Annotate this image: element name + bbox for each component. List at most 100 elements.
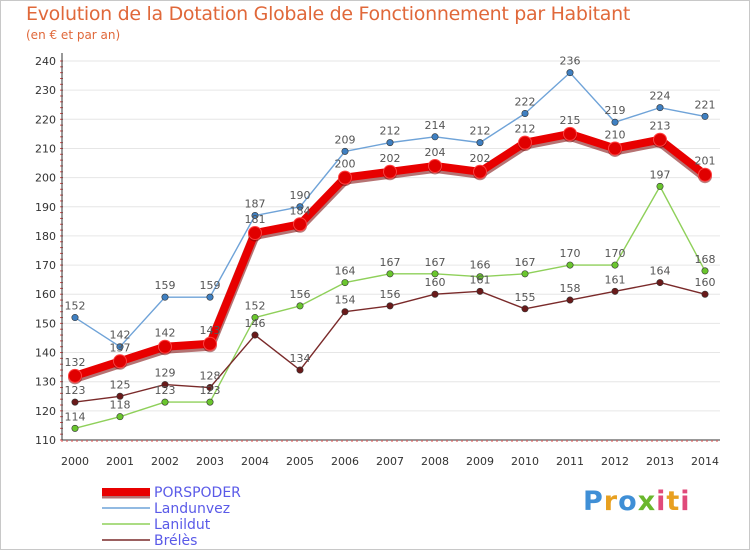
data-label-lanildut-2001: 118 bbox=[110, 399, 131, 412]
point-lanildut-2005 bbox=[296, 302, 304, 310]
point-landunvez-2014 bbox=[701, 112, 709, 120]
point-br-l-s-2014 bbox=[701, 290, 709, 298]
data-label-landunvez-2005: 190 bbox=[290, 189, 311, 202]
data-label-br-l-s-2007: 156 bbox=[380, 288, 401, 301]
x-tick-label-2008: 2008 bbox=[421, 455, 449, 468]
y-tick-label-210: 210 bbox=[35, 142, 56, 155]
point-lanildut-2012 bbox=[611, 261, 619, 269]
x-tick-label-2000: 2000 bbox=[61, 455, 89, 468]
point-landunvez-2005 bbox=[296, 203, 304, 211]
point-porspoder-2012 bbox=[608, 141, 622, 156]
point-porspoder-2005 bbox=[293, 217, 307, 232]
x-tick-label-2002: 2002 bbox=[151, 455, 179, 468]
proxiti-logo: Proxiti bbox=[583, 486, 691, 517]
point-lanildut-2004 bbox=[251, 314, 259, 322]
data-label-porspoder-2011: 215 bbox=[560, 114, 581, 127]
point-br-l-s-2012 bbox=[611, 287, 619, 295]
point-porspoder-2014 bbox=[698, 167, 712, 182]
point-lanildut-2008 bbox=[431, 270, 439, 278]
data-label-landunvez-2002: 159 bbox=[155, 279, 176, 292]
legend-label-porspoder: PORSPODER bbox=[154, 485, 241, 501]
data-label-br-l-s-2009: 161 bbox=[470, 273, 491, 286]
point-landunvez-2012 bbox=[611, 118, 619, 126]
point-lanildut-2010 bbox=[521, 270, 529, 278]
point-landunvez-2009 bbox=[476, 139, 484, 147]
y-tick-label-230: 230 bbox=[35, 84, 56, 97]
data-label-porspoder-2007: 202 bbox=[380, 152, 401, 165]
data-label-porspoder-2006: 200 bbox=[335, 158, 356, 171]
y-tick-label-220: 220 bbox=[35, 113, 56, 126]
data-label-landunvez-2012: 219 bbox=[605, 104, 626, 117]
logo-letter: P bbox=[583, 486, 604, 517]
logo-letter: i bbox=[680, 486, 691, 517]
point-porspoder-2003 bbox=[203, 336, 217, 351]
x-tick-label-2012: 2012 bbox=[601, 455, 629, 468]
data-label-porspoder-2004: 181 bbox=[245, 213, 266, 226]
logo-letter: o bbox=[618, 486, 638, 517]
point-br-l-s-2011 bbox=[566, 296, 574, 304]
data-label-porspoder-2000: 132 bbox=[65, 356, 86, 369]
y-tick-label-150: 150 bbox=[35, 317, 56, 330]
data-label-landunvez-2009: 212 bbox=[470, 125, 491, 138]
point-br-l-s-2007 bbox=[386, 302, 394, 310]
point-porspoder-2013 bbox=[653, 132, 667, 147]
series-layer bbox=[68, 69, 712, 432]
data-label-br-l-s-2005: 134 bbox=[290, 352, 311, 365]
point-porspoder-2008 bbox=[428, 158, 442, 173]
point-porspoder-2002 bbox=[158, 339, 172, 354]
data-label-br-l-s-2001: 125 bbox=[110, 378, 131, 391]
point-br-l-s-2001 bbox=[116, 392, 124, 400]
data-label-lanildut-2007: 167 bbox=[380, 256, 401, 269]
point-porspoder-2001 bbox=[113, 354, 127, 369]
y-tick-label-120: 120 bbox=[35, 405, 56, 418]
data-label-landunvez-2013: 224 bbox=[650, 90, 671, 103]
data-label-br-l-s-2014: 160 bbox=[695, 276, 716, 289]
point-lanildut-2011 bbox=[566, 261, 574, 269]
data-label-lanildut-2009: 166 bbox=[470, 259, 491, 272]
data-label-br-l-s-2002: 129 bbox=[155, 367, 176, 380]
point-lanildut-2001 bbox=[116, 413, 124, 421]
data-label-lanildut-2000: 114 bbox=[65, 410, 86, 423]
point-lanildut-2009 bbox=[476, 273, 484, 281]
y-tick-label-110: 110 bbox=[35, 434, 56, 447]
data-label-porspoder-2001: 137 bbox=[110, 341, 131, 354]
point-porspoder-2000 bbox=[68, 368, 82, 383]
x-tick-label-2013: 2013 bbox=[646, 455, 674, 468]
y-tick-label-130: 130 bbox=[35, 376, 56, 389]
point-br-l-s-2010 bbox=[521, 305, 529, 313]
point-lanildut-2014 bbox=[701, 267, 709, 275]
data-label-br-l-s-2003: 128 bbox=[200, 370, 221, 383]
data-label-br-l-s-2000: 123 bbox=[65, 384, 86, 397]
x-tick-label-2006: 2006 bbox=[331, 455, 359, 468]
data-label-lanildut-2002: 123 bbox=[155, 384, 176, 397]
point-br-l-s-2013 bbox=[656, 279, 664, 287]
legend-label-landunvez: Landunvez bbox=[154, 501, 230, 517]
x-tick-label-2011: 2011 bbox=[556, 455, 584, 468]
y-tick-label-190: 190 bbox=[35, 201, 56, 214]
x-tick-label-2001: 2001 bbox=[106, 455, 134, 468]
data-label-lanildut-2014: 168 bbox=[695, 253, 716, 266]
point-lanildut-2003 bbox=[206, 398, 214, 406]
data-label-lanildut-2003: 123 bbox=[200, 384, 221, 397]
point-landunvez-2011 bbox=[566, 69, 574, 77]
logo-letter: r bbox=[603, 486, 619, 517]
point-landunvez-2006 bbox=[341, 147, 349, 155]
data-label-br-l-s-2013: 164 bbox=[650, 265, 671, 278]
data-label-landunvez-2000: 152 bbox=[65, 300, 86, 313]
point-landunvez-2001 bbox=[116, 343, 124, 351]
data-label-porspoder-2014: 201 bbox=[695, 155, 716, 168]
data-label-lanildut-2011: 170 bbox=[560, 247, 581, 260]
legend-label-lanildut: Lanildut bbox=[154, 517, 211, 533]
point-lanildut-2007 bbox=[386, 270, 394, 278]
data-label-layer: 152 142 159 159 187 190 209 212 214 212 222 236 219 2… bbox=[65, 55, 716, 424]
y-tick-label-200: 200 bbox=[35, 172, 56, 185]
data-label-landunvez-2014: 221 bbox=[695, 98, 716, 111]
data-label-landunvez-2006: 209 bbox=[335, 133, 356, 146]
point-porspoder-2004 bbox=[248, 226, 262, 241]
data-label-porspoder-2013: 213 bbox=[650, 120, 671, 133]
point-landunvez-2013 bbox=[656, 104, 664, 112]
y-tick-label-160: 160 bbox=[35, 288, 56, 301]
point-porspoder-2011 bbox=[563, 126, 577, 141]
